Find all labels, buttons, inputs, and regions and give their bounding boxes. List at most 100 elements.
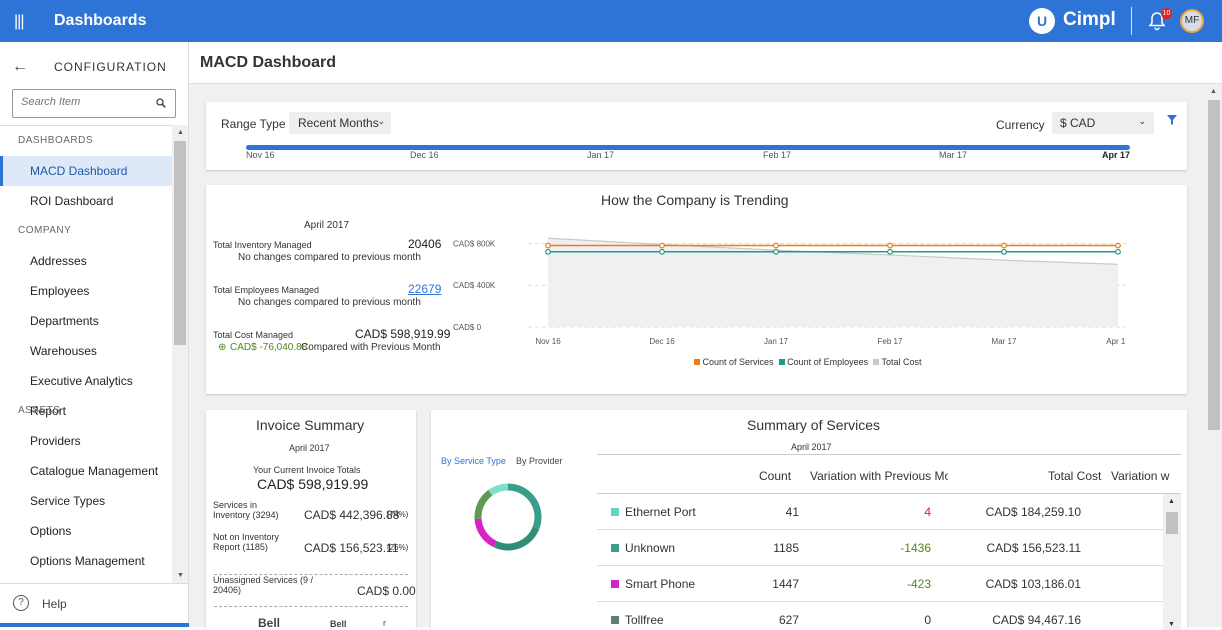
scroll-up-icon[interactable]: ▲ <box>177 129 184 136</box>
sidebar-header: CONFIGURATION <box>54 60 167 74</box>
employees-label: Total Employees Managed <box>213 285 320 295</box>
scroll-up-icon[interactable]: ▲ <box>1210 88 1217 95</box>
row-cost: CAD$ 103,186.01 <box>985 577 1081 591</box>
sidebar-item-options-management[interactable]: Options Management <box>30 554 145 568</box>
sidebar-item-roi-dashboard[interactable]: ROI Dashboard <box>30 194 114 208</box>
change-icon: ⊕ <box>218 342 227 353</box>
currency-value: $ CAD <box>1060 116 1096 130</box>
sidebar-item-service-types[interactable]: Service Types <box>30 494 106 508</box>
legend-label: Count of Services <box>702 357 774 367</box>
divider <box>214 574 408 575</box>
y-tick-label: CAD$ 800K <box>453 239 496 248</box>
page-header: MACD Dashboard <box>189 42 1222 84</box>
table-row[interactable]: Ethernet Port 41 4 CAD$ 184,259.10 <box>597 494 1163 530</box>
y-tick-label: CAD$ 400K <box>453 281 496 290</box>
employees-link[interactable]: 22679 <box>408 282 442 296</box>
scroll-thumb[interactable] <box>1166 512 1178 534</box>
search-icon[interactable] <box>156 98 166 108</box>
row-name: Smart Phone <box>625 577 696 591</box>
back-arrow-icon[interactable]: ← <box>12 58 28 75</box>
sidebar-item-addresses[interactable]: Addresses <box>30 254 87 268</box>
x-tick-label: Apr 17 <box>1106 337 1126 346</box>
col-total-cost[interactable]: Total Cost <box>1048 469 1102 483</box>
legend-swatch <box>873 359 880 365</box>
provider-logo-bell: Bell <box>330 619 347 629</box>
table-row[interactable]: Smart Phone 1447 -423 CAD$ 103,186.01 <box>597 566 1163 602</box>
total-cost-area <box>548 238 1118 327</box>
data-point[interactable] <box>1115 242 1121 249</box>
row-variation: -423 <box>906 577 931 591</box>
data-point[interactable] <box>887 242 893 249</box>
search-input[interactable] <box>21 96 151 108</box>
help-icon[interactable]: ? <box>13 595 29 611</box>
cost-value: CAD$ 598,919.99 <box>355 327 451 341</box>
donut-slice[interactable] <box>474 489 493 520</box>
data-point[interactable] <box>773 248 779 255</box>
data-point[interactable] <box>545 248 551 255</box>
page-title: MACD Dashboard <box>200 54 337 71</box>
x-tick-label: Nov 16 <box>535 337 561 346</box>
trend-legend: Count of Services Count of Employees Tot… <box>694 357 922 367</box>
row-count: 1447 <box>772 577 799 591</box>
avatar[interactable]: MF <box>1180 9 1204 33</box>
sidebar-item-employees[interactable]: Employees <box>30 284 90 298</box>
scroll-up-icon[interactable]: ▲ <box>1168 498 1175 505</box>
sidebar-bottom-bar <box>0 623 189 627</box>
col-variation-cost[interactable]: Variation w <box>1111 469 1170 483</box>
scroll-thumb[interactable] <box>174 141 186 345</box>
sidebar-item-macd-dashboard[interactable]: MACD Dashboard <box>0 156 172 186</box>
invoice-card: Invoice Summary April 2017 Your Current … <box>206 410 416 630</box>
col-variation[interactable]: Variation with Previous Mo <box>810 469 948 483</box>
sidebar-item-departments[interactable]: Departments <box>30 314 99 328</box>
table-row[interactable]: Unknown 1185 -1436 CAD$ 156,523.11 <box>597 530 1163 566</box>
data-point[interactable] <box>659 242 665 249</box>
data-point[interactable] <box>545 242 551 249</box>
in-inventory-value: CAD$ 442,396.88 <box>304 508 400 522</box>
filter-icon[interactable] <box>1166 114 1178 126</box>
range-type-select[interactable]: Recent Months ⌄ <box>289 112 391 134</box>
donut-slice[interactable] <box>488 483 509 496</box>
sidebar-item-warehouses[interactable]: Warehouses <box>30 344 97 358</box>
row-cost: CAD$ 94,467.16 <box>992 613 1081 627</box>
currency-select[interactable]: $ CAD ⌄ <box>1052 112 1154 134</box>
help-label[interactable]: Help <box>42 597 67 611</box>
data-point[interactable] <box>1115 248 1121 255</box>
nav-section-assets: ASSETS <box>18 405 61 416</box>
col-count[interactable]: Count <box>759 469 792 483</box>
sidebar-scrollbar[interactable]: ▲ ▼ <box>172 125 188 583</box>
data-point[interactable] <box>1001 242 1007 249</box>
bell-icon[interactable] <box>1148 11 1166 31</box>
row-count: 1185 <box>773 541 799 555</box>
services-card: Summary of Services April 2017 By Servic… <box>431 410 1187 630</box>
y-tick-label: CAD$ 0 <box>453 323 482 332</box>
sidebar-item-providers[interactable]: Providers <box>30 434 81 448</box>
donut-slice[interactable] <box>474 518 497 548</box>
scroll-thumb[interactable] <box>1208 100 1220 430</box>
help-link[interactable]: ? Help <box>0 583 189 623</box>
row-name: Tollfree <box>625 613 664 627</box>
sidebar-item-executive-analytics-report[interactable]: Executive Analytics Report <box>30 374 133 418</box>
scroll-down-icon[interactable]: ▼ <box>177 572 184 579</box>
row-swatch <box>611 580 619 588</box>
cost-change-note: Compared with Previous Month <box>301 342 441 353</box>
table-row[interactable]: Tollfree 627 0 CAD$ 94,467.16 <box>597 602 1163 630</box>
sidebar-item-options[interactable]: Options <box>30 524 72 538</box>
data-point[interactable] <box>773 242 779 249</box>
tab-by-provider[interactable]: By Provider <box>516 456 563 466</box>
donut-slice[interactable] <box>493 526 540 551</box>
sidebar-item-catalogue-management[interactable]: Catalogue Management <box>30 464 159 478</box>
table-scrollbar[interactable]: ▲ ▼ <box>1163 494 1181 630</box>
donut-slice[interactable] <box>507 483 542 530</box>
services-period: April 2017 <box>791 442 832 452</box>
scroll-down-icon[interactable]: ▼ <box>1168 621 1175 628</box>
nav-section-company: COMPANY <box>18 225 72 236</box>
data-point[interactable] <box>1001 248 1007 255</box>
chevron-down-icon: ⌄ <box>377 116 385 126</box>
main-scrollbar[interactable]: ▲ <box>1206 84 1222 627</box>
data-point[interactable] <box>887 248 893 255</box>
search-box[interactable] <box>12 89 176 118</box>
data-point[interactable] <box>659 248 665 255</box>
menu-icon[interactable]: ||| <box>14 13 25 30</box>
tab-by-service-type[interactable]: By Service Type <box>441 456 506 466</box>
range-slider[interactable] <box>246 145 1130 150</box>
